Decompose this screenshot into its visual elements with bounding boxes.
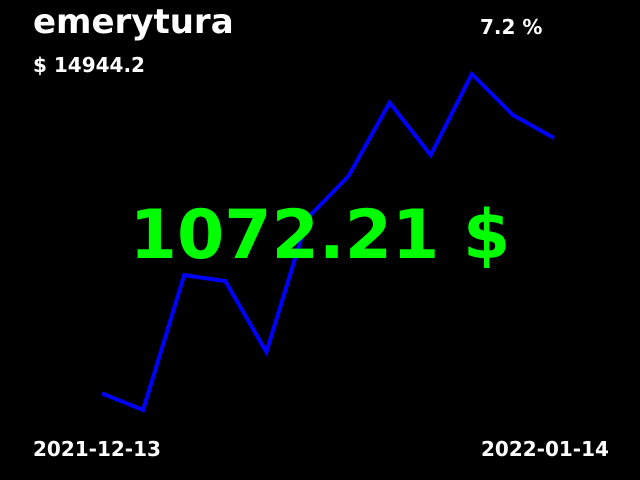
- page-title: emerytura: [33, 2, 234, 42]
- highlight-amount: 1072.21 $: [129, 196, 511, 275]
- series-line: [101, 70, 555, 413]
- start-date: 2021-12-13: [33, 437, 161, 461]
- percent-change: 7.2 %: [480, 15, 543, 39]
- total-amount: $ 14944.2: [33, 53, 145, 77]
- end-date: 2022-01-14: [481, 437, 609, 461]
